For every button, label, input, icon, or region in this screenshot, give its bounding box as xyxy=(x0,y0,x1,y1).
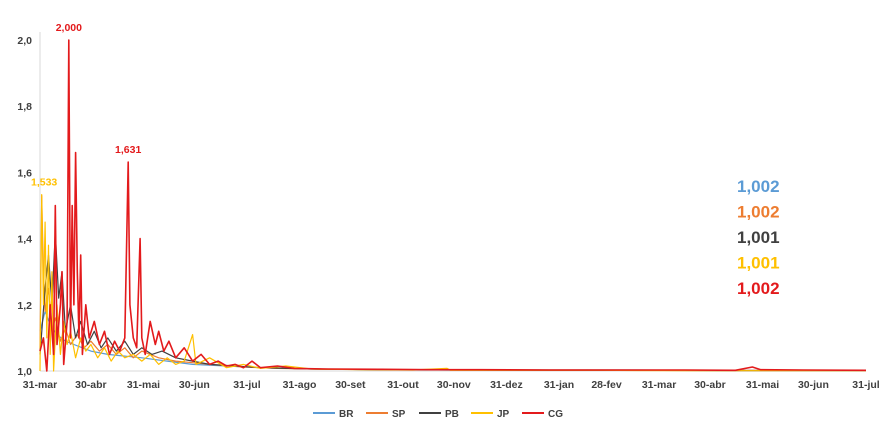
x-tick-label: 31-out xyxy=(387,379,419,391)
series-line-br xyxy=(39,310,866,371)
x-tick-label: 31-mar xyxy=(23,379,57,391)
y-axis: 1,0 1,2 1,4 1,6 1,8 2,0 xyxy=(17,32,41,378)
x-tick-label: 31-jul xyxy=(852,379,880,391)
legend-label-br: BR xyxy=(339,409,354,420)
x-tick-label: 30-jun xyxy=(179,379,210,391)
y-tick-label: 1,4 xyxy=(17,234,32,246)
peak-label: 1,533 xyxy=(31,177,57,189)
series-line-cg xyxy=(39,39,867,372)
peak-labels: 2,000 1,631 1,533 xyxy=(31,22,141,189)
x-tick-label: 30-jun xyxy=(798,379,829,391)
final-value-labels: 1,002 1,002 1,001 1,001 1,002 xyxy=(737,177,780,298)
final-value-pb: 1,001 xyxy=(737,228,780,247)
x-tick-label: 30-set xyxy=(335,379,366,391)
x-tick-label: 31-mai xyxy=(746,379,779,391)
legend: BR SP PB JP CG xyxy=(313,409,563,420)
legend-label-sp: SP xyxy=(392,409,406,420)
final-value-jp: 1,001 xyxy=(737,254,780,273)
y-tick-label: 1,8 xyxy=(17,101,32,113)
legend-label-cg: CG xyxy=(548,409,563,420)
x-axis: 31-mar 30-abr 31-mai 30-jun 31-jul 31-ago 30-s… xyxy=(23,370,880,391)
y-tick-label: 1,2 xyxy=(17,300,32,312)
x-tick-label: 30-nov xyxy=(437,379,471,391)
final-value-br: 1,002 xyxy=(737,177,780,196)
x-tick-label: 31-jul xyxy=(233,379,261,391)
peak-label: 2,000 xyxy=(56,22,82,34)
peak-label: 1,631 xyxy=(115,144,141,156)
final-value-sp: 1,002 xyxy=(737,203,780,222)
x-tick-label: 31-ago xyxy=(283,379,317,391)
legend-label-jp: JP xyxy=(497,409,510,420)
y-tick-label: 1,0 xyxy=(17,366,32,378)
x-tick-label: 31-dez xyxy=(490,379,523,391)
legend-label-pb: PB xyxy=(445,409,459,420)
x-tick-label: 31-jan xyxy=(544,379,574,391)
series-lines xyxy=(39,39,867,372)
x-tick-label: 30-abr xyxy=(694,379,726,391)
y-tick-label: 2,0 xyxy=(17,35,32,47)
x-tick-label: 28-fev xyxy=(591,379,622,391)
final-value-cg: 1,002 xyxy=(737,279,780,298)
x-tick-label: 30-abr xyxy=(75,379,107,391)
x-tick-label: 31-mai xyxy=(127,379,160,391)
y-tick-label: 1,6 xyxy=(17,167,32,179)
x-tick-label: 31-mar xyxy=(642,379,676,391)
